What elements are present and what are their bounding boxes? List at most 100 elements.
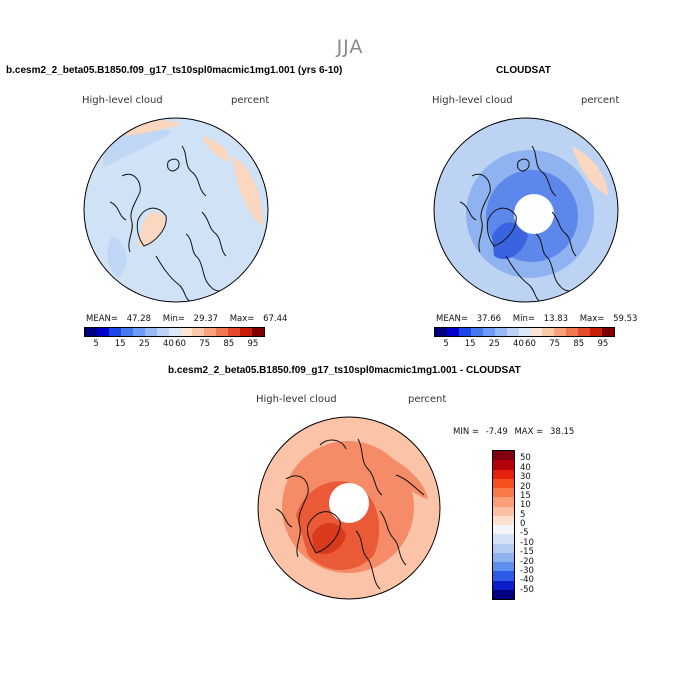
diff-stats: MIN = -7.49 MAX = 38.15 [453, 427, 574, 437]
model-coastlines [109, 145, 229, 302]
obs-colorbar-swatch [578, 328, 591, 336]
model-colorbar-swatch [156, 328, 169, 336]
model-colorbar-swatch [96, 328, 109, 336]
model-stats: MEAN= 47.28 Min= 29.37 Max= 67.44 [86, 314, 287, 324]
model-colorbar-ticks: 5 15 25 40 60 75 85 95 [84, 339, 265, 351]
diff-colorbar-swatch [493, 506, 514, 516]
model-polar-map [83, 117, 269, 303]
model-min-value: 29.37 [193, 314, 219, 324]
obs-min-value: 13.83 [543, 314, 569, 324]
diff-colorbar-tick-label: 0 [520, 519, 526, 529]
obs-mean-value: 37.66 [476, 314, 502, 324]
diff-colorbar-swatch [493, 488, 514, 498]
obs-mean-label: MEAN= [436, 314, 468, 324]
model-colorbar-swatch [180, 328, 193, 336]
model-variable-label: High-level cloud [82, 95, 163, 106]
obs-coastlines [459, 145, 579, 302]
season-title: JJA [336, 36, 364, 58]
obs-colorbar [434, 327, 615, 337]
obs-polar-data-gap [514, 194, 554, 234]
model-map-border [83, 117, 269, 303]
obs-map-border [433, 117, 619, 303]
diff-max-label: MAX = [514, 427, 544, 437]
model-colorbar-tick-label: 60 [175, 339, 186, 349]
diff-variable-label: High-level cloud [256, 394, 337, 405]
obs-colorbar-tick-label: 85 [573, 339, 585, 349]
diff-field-peak [312, 523, 346, 555]
obs-colorbar-tick-label: 75 [549, 339, 561, 349]
obs-colorbar-swatch [506, 328, 519, 336]
diff-colorbar-tick-label: 20 [520, 481, 531, 492]
obs-colorbar-swatch [494, 328, 507, 336]
obs-panel-title: CLOUDSAT [496, 65, 551, 76]
diff-colorbar-tick-label: -15 [520, 547, 534, 558]
diff-colorbar-swatch [493, 552, 514, 562]
diff-colorbar [492, 450, 515, 600]
diff-colorbar-swatch [493, 469, 514, 479]
diff-panel-title: b.cesm2_2_beta05.B1850.f09_g17_ts10spl0m… [168, 365, 521, 376]
obs-colorbar-swatch [554, 328, 567, 336]
model-colorbar-tick-label: 25 [138, 339, 150, 349]
model-field-background [84, 118, 268, 302]
diff-colorbar-tick-label: -30 [520, 565, 534, 576]
model-colorbar [84, 327, 265, 337]
model-colorbar-swatch [192, 328, 205, 336]
model-colorbar-swatch [120, 328, 133, 336]
obs-min-label: Min= [512, 314, 535, 324]
obs-colorbar-swatch [435, 328, 447, 336]
model-min-label: Min= [162, 314, 185, 324]
diff-colorbar-swatch [493, 460, 514, 470]
obs-colorbar-tick-label: 5 [443, 339, 449, 349]
diff-polar-data-gap [329, 483, 369, 523]
model-colorbar-swatch [204, 328, 217, 336]
model-colorbar-tick-label: 85 [223, 339, 235, 349]
diff-colorbar-swatch [493, 543, 514, 553]
model-colorbar-swatch [216, 328, 229, 336]
model-colorbar-tick-label: 40 [163, 339, 174, 349]
diff-colorbar-tick-label: -40 [520, 575, 534, 586]
diff-colorbar-tick-label: 5 [520, 509, 526, 520]
diff-max-value: 38.15 [549, 427, 575, 437]
model-colorbar-swatch [228, 328, 241, 336]
diff-colorbar-tick-label: -5 [520, 528, 529, 539]
obs-field-warm-patch [572, 146, 608, 196]
diff-units-label: percent [408, 394, 447, 405]
diff-colorbar-tick-label: 30 [520, 472, 531, 483]
diff-colorbar-swatch [493, 534, 514, 544]
obs-variable-label: High-level cloud [432, 95, 513, 106]
model-panel-title: b.cesm2_2_beta05.B1850.f09_g17_ts10spl0m… [6, 65, 343, 76]
obs-max-label: Max= [579, 314, 605, 324]
model-max-value: 67.44 [263, 314, 288, 324]
obs-colorbar-tick-label: 25 [488, 339, 500, 349]
obs-colorbar-swatch [566, 328, 579, 336]
diff-colorbar-swatch [493, 571, 514, 581]
obs-colorbar-swatch [590, 328, 603, 336]
diff-field-mid-patch-east [386, 455, 428, 499]
obs-colorbar-swatch [458, 328, 471, 336]
model-colorbar-swatch [132, 328, 145, 336]
diff-colorbar-swatch [493, 515, 514, 525]
model-mean-value: 47.28 [126, 314, 152, 324]
obs-colorbar-swatch [602, 328, 615, 336]
diff-polar-map [257, 416, 441, 600]
obs-units-label: percent [581, 95, 620, 106]
diff-min-label: MIN = [453, 427, 480, 437]
obs-colorbar-tick-label: 40 [513, 339, 524, 349]
model-mean-label: MEAN= [86, 314, 118, 324]
diff-coastlines [275, 438, 425, 590]
model-colorbar-swatch [108, 328, 121, 336]
obs-field-ring-inner [492, 222, 528, 260]
diff-map-border [257, 416, 441, 600]
obs-colorbar-swatch [542, 328, 555, 336]
obs-colorbar-swatch [470, 328, 483, 336]
diff-colorbar-swatch [493, 497, 514, 507]
obs-stats: MEAN= 37.66 Min= 13.83 Max= 59.53 [436, 314, 637, 324]
obs-colorbar-tick-label: 60 [525, 339, 536, 349]
obs-colorbar-ticks: 5 15 25 40 60 75 85 95 [434, 339, 615, 351]
obs-colorbar-swatch [518, 328, 531, 336]
model-colorbar-tick-label: 15 [114, 339, 126, 349]
model-colorbar-swatch [144, 328, 157, 336]
diff-colorbar-tick-label: 15 [520, 490, 531, 501]
model-colorbar-swatch [240, 328, 253, 336]
model-colorbar-swatch [252, 328, 265, 336]
